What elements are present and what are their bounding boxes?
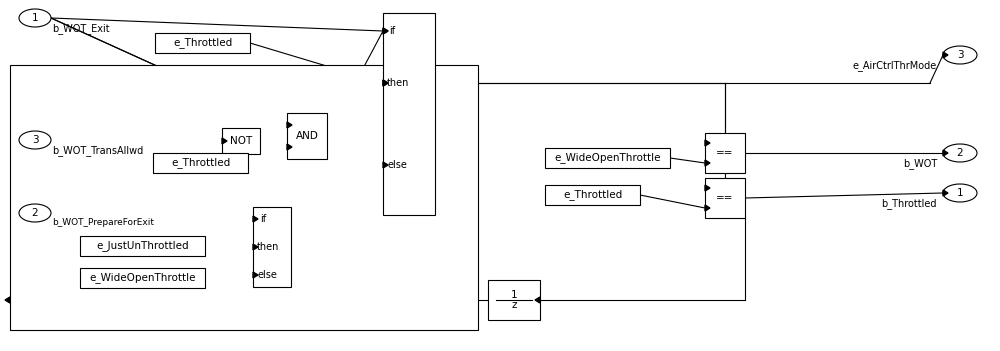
Polygon shape <box>222 138 227 144</box>
Polygon shape <box>705 140 710 146</box>
Text: 3: 3 <box>957 50 963 60</box>
Text: e_JustUnThrottled: e_JustUnThrottled <box>96 240 189 251</box>
Polygon shape <box>253 272 258 278</box>
Bar <box>705 133 745 173</box>
Text: e_WideOpenThrottle: e_WideOpenThrottle <box>554 153 661 164</box>
Text: 2: 2 <box>32 208 38 218</box>
Ellipse shape <box>19 131 51 149</box>
Text: if: if <box>389 26 395 36</box>
Text: e_WideOpenThrottle: e_WideOpenThrottle <box>89 272 196 284</box>
Polygon shape <box>705 185 710 191</box>
Bar <box>705 178 745 218</box>
Text: then: then <box>387 78 409 88</box>
Polygon shape <box>943 150 948 156</box>
Text: e_Throttled: e_Throttled <box>173 38 232 48</box>
Bar <box>80 268 205 288</box>
Bar <box>155 33 250 53</box>
Ellipse shape <box>19 9 51 27</box>
Text: ==: == <box>716 193 734 203</box>
Text: b_WOT_Exit: b_WOT_Exit <box>52 23 110 34</box>
Polygon shape <box>253 244 258 250</box>
Polygon shape <box>383 80 388 86</box>
Bar <box>10 65 478 330</box>
Polygon shape <box>383 80 388 86</box>
Polygon shape <box>383 162 388 168</box>
Text: AND: AND <box>296 131 318 141</box>
Text: else: else <box>387 160 407 170</box>
Text: 2: 2 <box>957 148 963 158</box>
Text: b_Throttled: b_Throttled <box>882 198 937 209</box>
Text: 1: 1 <box>32 13 38 23</box>
Polygon shape <box>287 122 292 128</box>
Bar <box>545 185 640 205</box>
Polygon shape <box>253 216 258 222</box>
Polygon shape <box>287 144 292 150</box>
Polygon shape <box>383 28 388 34</box>
Text: b_WOT: b_WOT <box>903 158 937 169</box>
Text: 1: 1 <box>511 290 517 300</box>
Bar <box>383 13 435 215</box>
Bar <box>287 113 327 159</box>
Bar <box>488 280 540 320</box>
Bar <box>253 207 291 287</box>
Polygon shape <box>943 52 948 58</box>
Ellipse shape <box>943 184 977 202</box>
Text: z: z <box>511 300 517 310</box>
Polygon shape <box>943 190 948 196</box>
Text: if: if <box>260 214 266 224</box>
Text: b_WOT_TransAllwd: b_WOT_TransAllwd <box>52 145 143 156</box>
Ellipse shape <box>943 144 977 162</box>
Text: 1: 1 <box>957 188 963 198</box>
Text: b_WOT_PrepareForExit: b_WOT_PrepareForExit <box>52 218 154 227</box>
Text: e_AirCtrlThrMode: e_AirCtrlThrMode <box>853 60 937 71</box>
Ellipse shape <box>19 204 51 222</box>
Polygon shape <box>705 205 710 211</box>
Polygon shape <box>383 28 388 34</box>
Polygon shape <box>535 297 540 303</box>
Polygon shape <box>705 160 710 166</box>
Text: else: else <box>257 270 277 280</box>
Text: e_Throttled: e_Throttled <box>171 158 230 168</box>
Polygon shape <box>5 297 10 303</box>
Bar <box>80 236 205 256</box>
Text: NOT: NOT <box>230 136 252 146</box>
Bar <box>153 153 248 173</box>
Bar <box>545 148 670 168</box>
Text: then: then <box>257 242 279 252</box>
Text: ==: == <box>716 148 734 158</box>
Text: e_Throttled: e_Throttled <box>563 190 622 200</box>
Bar <box>222 128 260 154</box>
Ellipse shape <box>943 46 977 64</box>
Text: 3: 3 <box>32 135 38 145</box>
